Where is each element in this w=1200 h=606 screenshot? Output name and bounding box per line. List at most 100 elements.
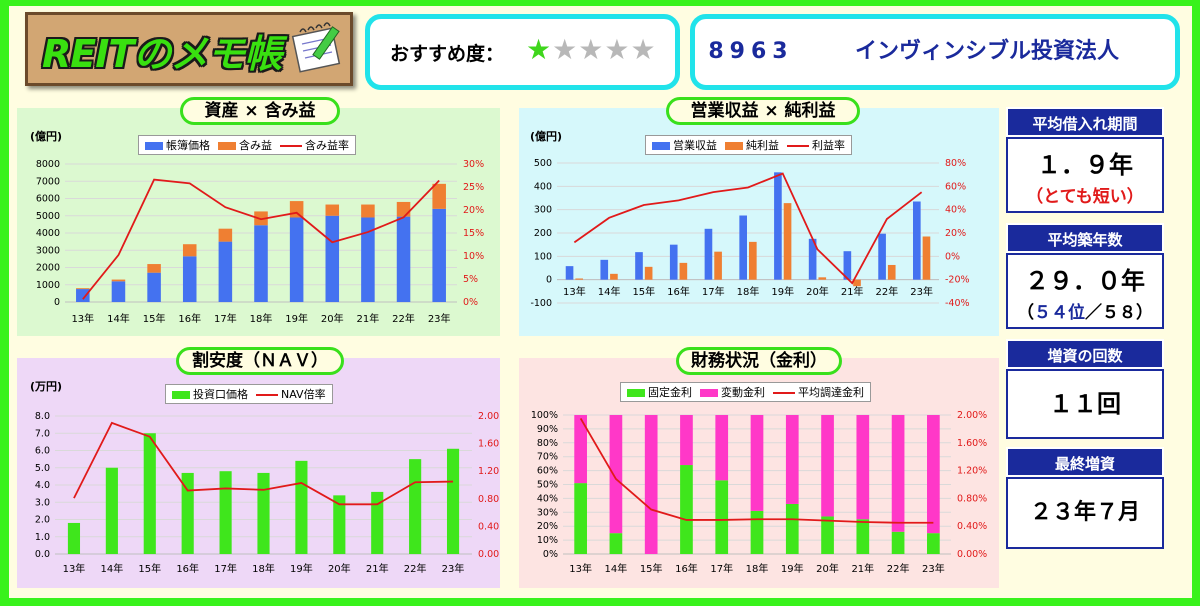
bar-fixed-rate — [927, 533, 940, 554]
y2-tick-label: 0.00 — [478, 549, 499, 560]
y2-tick-label: 30% — [463, 159, 484, 170]
fund-code: 8963 — [708, 39, 794, 64]
x-tick-label: 13年 — [563, 285, 586, 298]
y2-tick-label: 80% — [945, 158, 966, 169]
y2-tick-label: 10% — [463, 251, 484, 262]
bar-unit-price — [67, 522, 81, 554]
bar-net-income — [610, 273, 618, 280]
y-tick-label: 0 — [54, 297, 60, 308]
y-tick-label: 500 — [534, 158, 552, 169]
loan-term-box: １．９年 （とても短い） — [1006, 137, 1164, 213]
x-tick-label: 18年 — [737, 285, 760, 298]
bar-book-value — [218, 241, 233, 302]
increase-count-header: 増資の回数 — [1006, 339, 1164, 369]
bar-net-income — [853, 279, 861, 287]
y-tick-label: 1000 — [36, 280, 60, 291]
y2-tick-label: 25% — [463, 182, 484, 193]
y-tick-label: 6.0 — [35, 446, 50, 457]
bar-net-income — [679, 262, 688, 280]
x-tick-label: 15年 — [640, 562, 663, 575]
bar-revenue — [669, 244, 678, 280]
y2-tick-label: 0% — [945, 251, 960, 262]
rating-stars: ★★★★★ — [526, 33, 657, 66]
bar-fixed-rate — [856, 519, 870, 554]
x-tick-label: 20年 — [806, 285, 829, 298]
y2-tick-label: 5% — [463, 274, 478, 285]
line-series — [73, 421, 454, 506]
y2-tick-label: 15% — [463, 228, 484, 239]
y-tick-label: 1.0 — [35, 532, 50, 543]
x-tick-label: 17年 — [214, 562, 237, 575]
logo-text: REITのメモ帳 — [42, 32, 282, 76]
y-tick-label: 6000 — [36, 194, 60, 205]
y2-tick-label: 1.20% — [957, 466, 987, 477]
y2-tick-label: 0.80 — [478, 494, 499, 505]
legend-item: 帳簿価格 — [145, 137, 210, 153]
legend-item: 純利益 — [725, 137, 779, 153]
bar-book-value — [111, 281, 126, 302]
x-tick-label: 18年 — [746, 562, 769, 575]
bar-unit-price — [409, 459, 422, 554]
bar-unit-price — [219, 471, 232, 554]
y2-tick-label: 2.00 — [478, 411, 499, 422]
x-tick-label: 22年 — [392, 312, 415, 325]
x-tick-label: 17年 — [214, 312, 237, 325]
x-tick-label: 19年 — [771, 285, 794, 298]
bar-revenue — [808, 238, 817, 280]
bar-net-income — [714, 251, 722, 280]
y2-tick-label: 1.60 — [478, 439, 499, 450]
bar-net-income — [749, 241, 757, 280]
legend-item: 投資口価格 — [172, 386, 248, 402]
rating-box: おすすめ度： ★★★★★ — [365, 14, 680, 90]
fund-box: 8963 インヴィンシブル投資法人 — [690, 14, 1180, 90]
legend-item: 変動金利 — [700, 384, 765, 400]
x-tick-label: 13年 — [569, 562, 592, 575]
y-tick-label: 100 — [534, 251, 552, 262]
x-tick-label: 16年 — [176, 562, 199, 575]
y2-tick-label: 1.60% — [957, 438, 987, 449]
legend-item: 含み益率 — [280, 137, 349, 153]
bar-floating-rate — [856, 415, 870, 520]
x-tick-label: 20年 — [328, 562, 351, 575]
legend-item: 営業収益 — [652, 137, 717, 153]
x-tick-label: 19年 — [781, 562, 804, 575]
y-tick-label: 5000 — [36, 211, 60, 222]
y-tick-label: 90% — [537, 424, 558, 435]
bar-revenue — [635, 252, 643, 280]
bar-revenue — [912, 201, 921, 280]
y2-tick-label: 60% — [945, 181, 966, 192]
bar-revenue — [565, 266, 574, 280]
x-tick-label: 16年 — [675, 562, 698, 575]
bar-net-income — [887, 264, 896, 280]
y2-tick-label: 0.40% — [957, 521, 987, 532]
line-series — [573, 172, 923, 285]
bar-unrealized-gain — [361, 204, 375, 218]
bar-unit-price — [181, 472, 194, 554]
chart2-unit: (億円) — [530, 130, 563, 143]
bar-floating-rate — [680, 415, 693, 466]
y2-tick-label: 0.80% — [957, 493, 987, 504]
bar-book-value — [76, 289, 90, 302]
fund-name: インヴィンシブル投資法人 — [854, 39, 1119, 64]
bar-revenue — [774, 172, 782, 280]
bar-net-income — [575, 278, 584, 280]
last-increase-value: ２３年７月 — [1029, 500, 1140, 525]
star-filled-icon: ★ — [526, 33, 553, 66]
y2-tick-label: 0.00% — [957, 549, 987, 560]
legend-item: NAV倍率 — [256, 386, 326, 402]
x-tick-label: 14年 — [605, 562, 628, 575]
y-tick-label: 70% — [537, 452, 558, 463]
bar-floating-rate — [715, 415, 729, 481]
y-tick-label: 4.0 — [35, 480, 50, 491]
bar-net-income — [783, 203, 792, 280]
bar-book-value — [254, 225, 268, 302]
chart2-title: 営業収益 × 純利益 — [666, 97, 860, 125]
building-age-rank: ５４位 — [1034, 303, 1085, 323]
bar-unrealized-gain — [111, 279, 126, 282]
bar-fixed-rate — [821, 516, 834, 554]
legend-item: 平均調達金利 — [773, 384, 864, 400]
y-tick-label: 60% — [537, 466, 558, 477]
y-tick-label: 100% — [531, 410, 558, 421]
last-increase-header: 最終増資 — [1006, 447, 1164, 477]
increase-count-value: １１回 — [1049, 390, 1121, 418]
